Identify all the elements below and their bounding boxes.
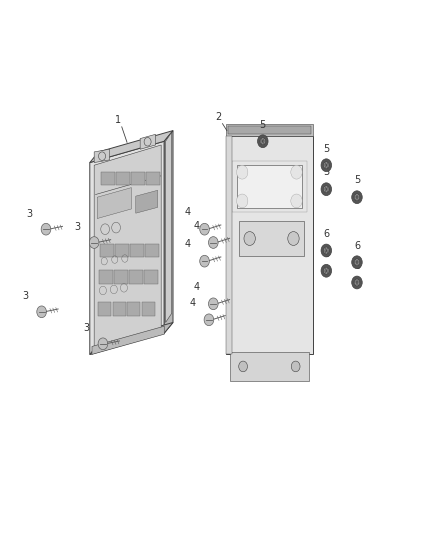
Text: 2: 2 (215, 111, 221, 122)
Polygon shape (115, 244, 129, 257)
Text: 3: 3 (83, 323, 89, 333)
Polygon shape (145, 244, 159, 257)
Text: 1: 1 (115, 115, 121, 125)
Circle shape (239, 361, 247, 372)
Text: 6: 6 (354, 261, 360, 271)
Circle shape (89, 237, 99, 248)
Polygon shape (130, 244, 144, 257)
Polygon shape (92, 326, 164, 354)
Polygon shape (140, 134, 155, 149)
Polygon shape (136, 190, 158, 213)
Circle shape (321, 264, 332, 277)
Circle shape (321, 244, 332, 257)
Polygon shape (90, 131, 173, 163)
Text: 4: 4 (185, 239, 191, 249)
Polygon shape (94, 145, 161, 349)
Polygon shape (100, 244, 114, 257)
Circle shape (352, 256, 362, 269)
Circle shape (323, 247, 329, 254)
Text: 5: 5 (323, 167, 329, 177)
Circle shape (288, 231, 299, 245)
Polygon shape (142, 303, 155, 316)
Circle shape (352, 191, 362, 204)
Circle shape (354, 193, 360, 201)
Polygon shape (113, 303, 126, 316)
Polygon shape (226, 124, 313, 136)
Polygon shape (99, 271, 113, 284)
Polygon shape (94, 149, 110, 163)
Text: 5: 5 (260, 119, 266, 130)
Polygon shape (226, 136, 313, 354)
Circle shape (291, 361, 300, 372)
Polygon shape (90, 322, 173, 354)
Circle shape (98, 338, 108, 350)
Circle shape (41, 223, 51, 235)
Circle shape (321, 159, 332, 172)
Circle shape (244, 231, 255, 245)
Text: 5: 5 (354, 175, 360, 185)
Polygon shape (129, 271, 143, 284)
Polygon shape (114, 271, 128, 284)
Circle shape (323, 185, 329, 193)
Text: 4: 4 (194, 221, 200, 231)
Text: 5: 5 (323, 143, 329, 154)
Polygon shape (228, 126, 311, 134)
Polygon shape (144, 271, 158, 284)
Circle shape (354, 279, 360, 286)
Circle shape (354, 259, 360, 266)
Circle shape (291, 194, 302, 208)
Circle shape (208, 298, 218, 310)
Text: 6: 6 (323, 229, 329, 239)
Polygon shape (101, 172, 115, 185)
Circle shape (323, 267, 329, 274)
Text: 4: 4 (185, 207, 191, 217)
Circle shape (37, 306, 46, 318)
Circle shape (260, 138, 266, 145)
Polygon shape (98, 303, 111, 316)
Polygon shape (131, 172, 145, 185)
Circle shape (291, 165, 302, 179)
Text: 3: 3 (74, 222, 81, 232)
Polygon shape (90, 141, 164, 354)
Circle shape (258, 135, 268, 148)
Polygon shape (166, 132, 172, 322)
Polygon shape (116, 172, 130, 185)
Polygon shape (164, 131, 173, 333)
Text: 3: 3 (26, 208, 32, 219)
Text: 4: 4 (189, 298, 195, 308)
Circle shape (237, 194, 248, 208)
Polygon shape (97, 188, 131, 219)
Text: 6: 6 (323, 249, 329, 259)
Text: 3: 3 (22, 291, 28, 301)
Polygon shape (239, 221, 304, 256)
Circle shape (200, 255, 209, 267)
Text: 6: 6 (354, 240, 360, 251)
Circle shape (323, 161, 329, 169)
Polygon shape (237, 165, 302, 208)
Circle shape (321, 183, 332, 196)
Polygon shape (230, 352, 309, 381)
Circle shape (208, 237, 218, 248)
Polygon shape (127, 303, 141, 316)
Circle shape (352, 276, 362, 289)
Circle shape (200, 223, 209, 235)
Text: 4: 4 (194, 282, 200, 292)
Polygon shape (146, 172, 160, 185)
Circle shape (204, 314, 214, 326)
Polygon shape (226, 136, 232, 354)
Circle shape (237, 165, 248, 179)
